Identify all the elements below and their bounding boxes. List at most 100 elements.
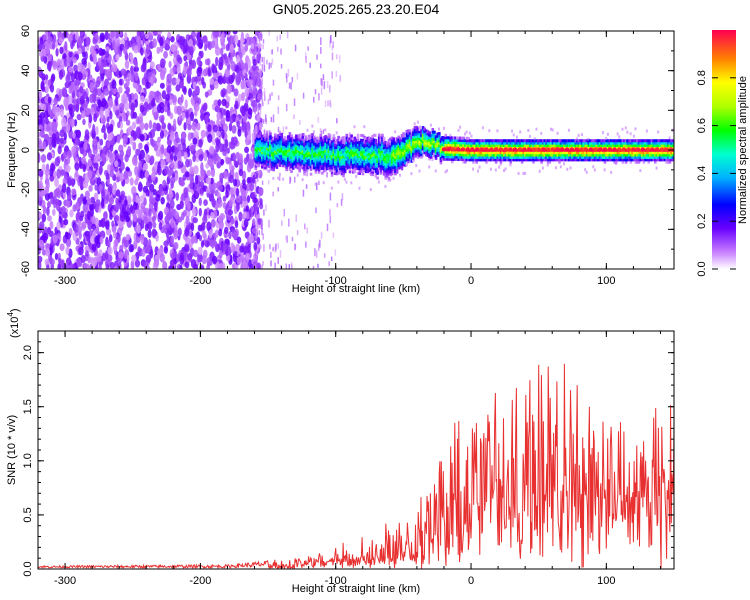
- heatmap-signal-cell: [319, 133, 323, 137]
- heatmap-noise-cell: [149, 61, 155, 69]
- heatmap-noise-cell: [73, 119, 78, 127]
- heatmap-noise-cell: [243, 157, 248, 165]
- heatmap-sparse-cell: [277, 257, 279, 264]
- heatmap-sparse-cell: [254, 209, 257, 218]
- heatmap-halo-cell: [312, 130, 315, 134]
- heatmap-sparse-cell: [269, 244, 271, 250]
- heatmap-noise-cell: [207, 67, 211, 77]
- heatmap-noise-cell: [109, 110, 113, 120]
- heatmap-sparse-cell: [254, 94, 257, 100]
- heatmap-noise-cell: [134, 259, 141, 268]
- heatmap-noise-cell: [170, 259, 175, 268]
- heatmap-halo-cell: [277, 176, 280, 180]
- heatmap-noise-cell: [77, 225, 82, 234]
- heatmap-noise-cell: [130, 260, 135, 269]
- heatmap-noise-cell: [149, 94, 153, 102]
- heatmap-noise-cell: [197, 246, 203, 256]
- heatmap-sparse-cell: [329, 102, 332, 108]
- heatmap-noise-cell: [243, 211, 247, 219]
- heatmap-sparse-cell: [329, 209, 331, 216]
- heatmap-halo-cell: [446, 169, 449, 173]
- heatmap-noise-cell: [49, 83, 55, 93]
- heatmap-noise-cell: [221, 129, 225, 139]
- heatmap-noise-cell: [41, 213, 47, 223]
- heatmap-noise-cell: [181, 131, 187, 140]
- heatmap-noise-cell: [69, 209, 74, 218]
- heatmap-noise-cell: [42, 232, 49, 241]
- heatmap-noise-cell: [100, 73, 105, 82]
- heatmap-sparse-cell: [263, 64, 266, 72]
- heatmap-noise-cell: [132, 213, 138, 223]
- heatmap-sparse-cell: [271, 58, 274, 65]
- heatmap-halo-cell: [314, 182, 317, 186]
- heatmap-halo-cell: [384, 184, 387, 188]
- heatmap-noise-cell: [238, 70, 243, 78]
- heatmap-noise-cell: [54, 157, 60, 167]
- heatmap-signal-cell: [356, 133, 360, 137]
- heatmap-noise-cell: [204, 43, 208, 52]
- heatmap-noise-cell: [85, 250, 89, 257]
- heatmap-noise-cell: [230, 136, 235, 145]
- heatmap-noise-cell: [161, 122, 167, 130]
- heatmap-noise-cell: [120, 68, 127, 75]
- heatmap-noise-cell: [148, 131, 153, 139]
- heatmap-noise-cell: [75, 103, 80, 113]
- heatmap-noise-cell: [234, 220, 239, 229]
- heatmap-sparse-cell: [295, 214, 297, 222]
- heatmap-noise-cell: [208, 145, 215, 155]
- heatmap-noise-cell: [107, 33, 111, 40]
- heatmap-noise-cell: [137, 216, 142, 225]
- heatmap-noise-cell: [78, 231, 82, 240]
- heatmap-noise-cell: [132, 156, 138, 166]
- heatmap-noise-cell: [201, 76, 205, 86]
- heatmap-noise-cell: [245, 88, 250, 98]
- heatmap-noise-cell: [214, 46, 221, 56]
- heatmap-sparse-cell: [326, 172, 328, 178]
- heatmap-noise-cell: [223, 170, 228, 180]
- heatmap-sparse-cell: [257, 53, 259, 60]
- heatmap-noise-cell: [170, 145, 175, 153]
- heatmap-noise-cell: [161, 90, 167, 100]
- heatmap-noise-cell: [204, 91, 209, 98]
- heatmap-noise-cell: [68, 51, 73, 58]
- heatmap-noise-cell: [127, 170, 133, 177]
- heatmap-noise-cell: [125, 234, 131, 241]
- heatmap-noise-cell: [45, 248, 51, 257]
- heatmap-noise-cell: [59, 129, 65, 138]
- heatmap-noise-cell: [106, 139, 111, 149]
- heatmap-noise-cell: [160, 196, 165, 205]
- heatmap-noise-cell: [206, 256, 211, 267]
- heatmap-noise-cell: [104, 31, 109, 41]
- heatmap-signal-cell: [316, 136, 319, 140]
- heatmap-sparse-cell: [258, 48, 260, 55]
- heatmap-noise-cell: [82, 179, 89, 189]
- heatmap-noise-cell: [213, 80, 219, 89]
- heatmap-noise-cell: [186, 237, 190, 245]
- heatmap-noise-cell: [76, 113, 82, 121]
- heatmap-halo-cell: [496, 129, 499, 133]
- heatmap-sparse-cell: [320, 231, 323, 239]
- heatmap-noise-cell: [109, 170, 115, 178]
- heatmap-noise-cell: [119, 149, 125, 158]
- heatmap-sparse-cell: [282, 126, 285, 134]
- heatmap-noise-cell: [169, 199, 175, 209]
- heatmap-noise-cell: [38, 248, 41, 255]
- heatmap-noise-cell: [138, 142, 143, 150]
- heatmap-noise-cell: [91, 243, 97, 252]
- heatmap-noise-cell: [221, 88, 227, 96]
- heatmap-noise-cell: [159, 45, 164, 53]
- heatmap-noise-cell: [165, 152, 171, 163]
- heatmap-sparse-cell: [320, 47, 322, 54]
- heatmap-sparse-cell: [338, 54, 341, 63]
- heatmap-noise-cell: [165, 231, 170, 239]
- heatmap-sparse-cell: [268, 31, 271, 36]
- heatmap-sparse-cell: [277, 106, 280, 114]
- heatmap-signal-cell: [418, 125, 422, 129]
- heatmap-noise-cell: [119, 121, 124, 129]
- heatmap-sparse-cell: [277, 187, 280, 192]
- heatmap-noise-cell: [38, 180, 43, 191]
- heatmap-noise-cell: [49, 230, 54, 238]
- heatmap-halo-cell: [413, 122, 416, 126]
- heatmap-noise-cell: [140, 47, 144, 56]
- heatmap-noise-cell: [130, 73, 135, 83]
